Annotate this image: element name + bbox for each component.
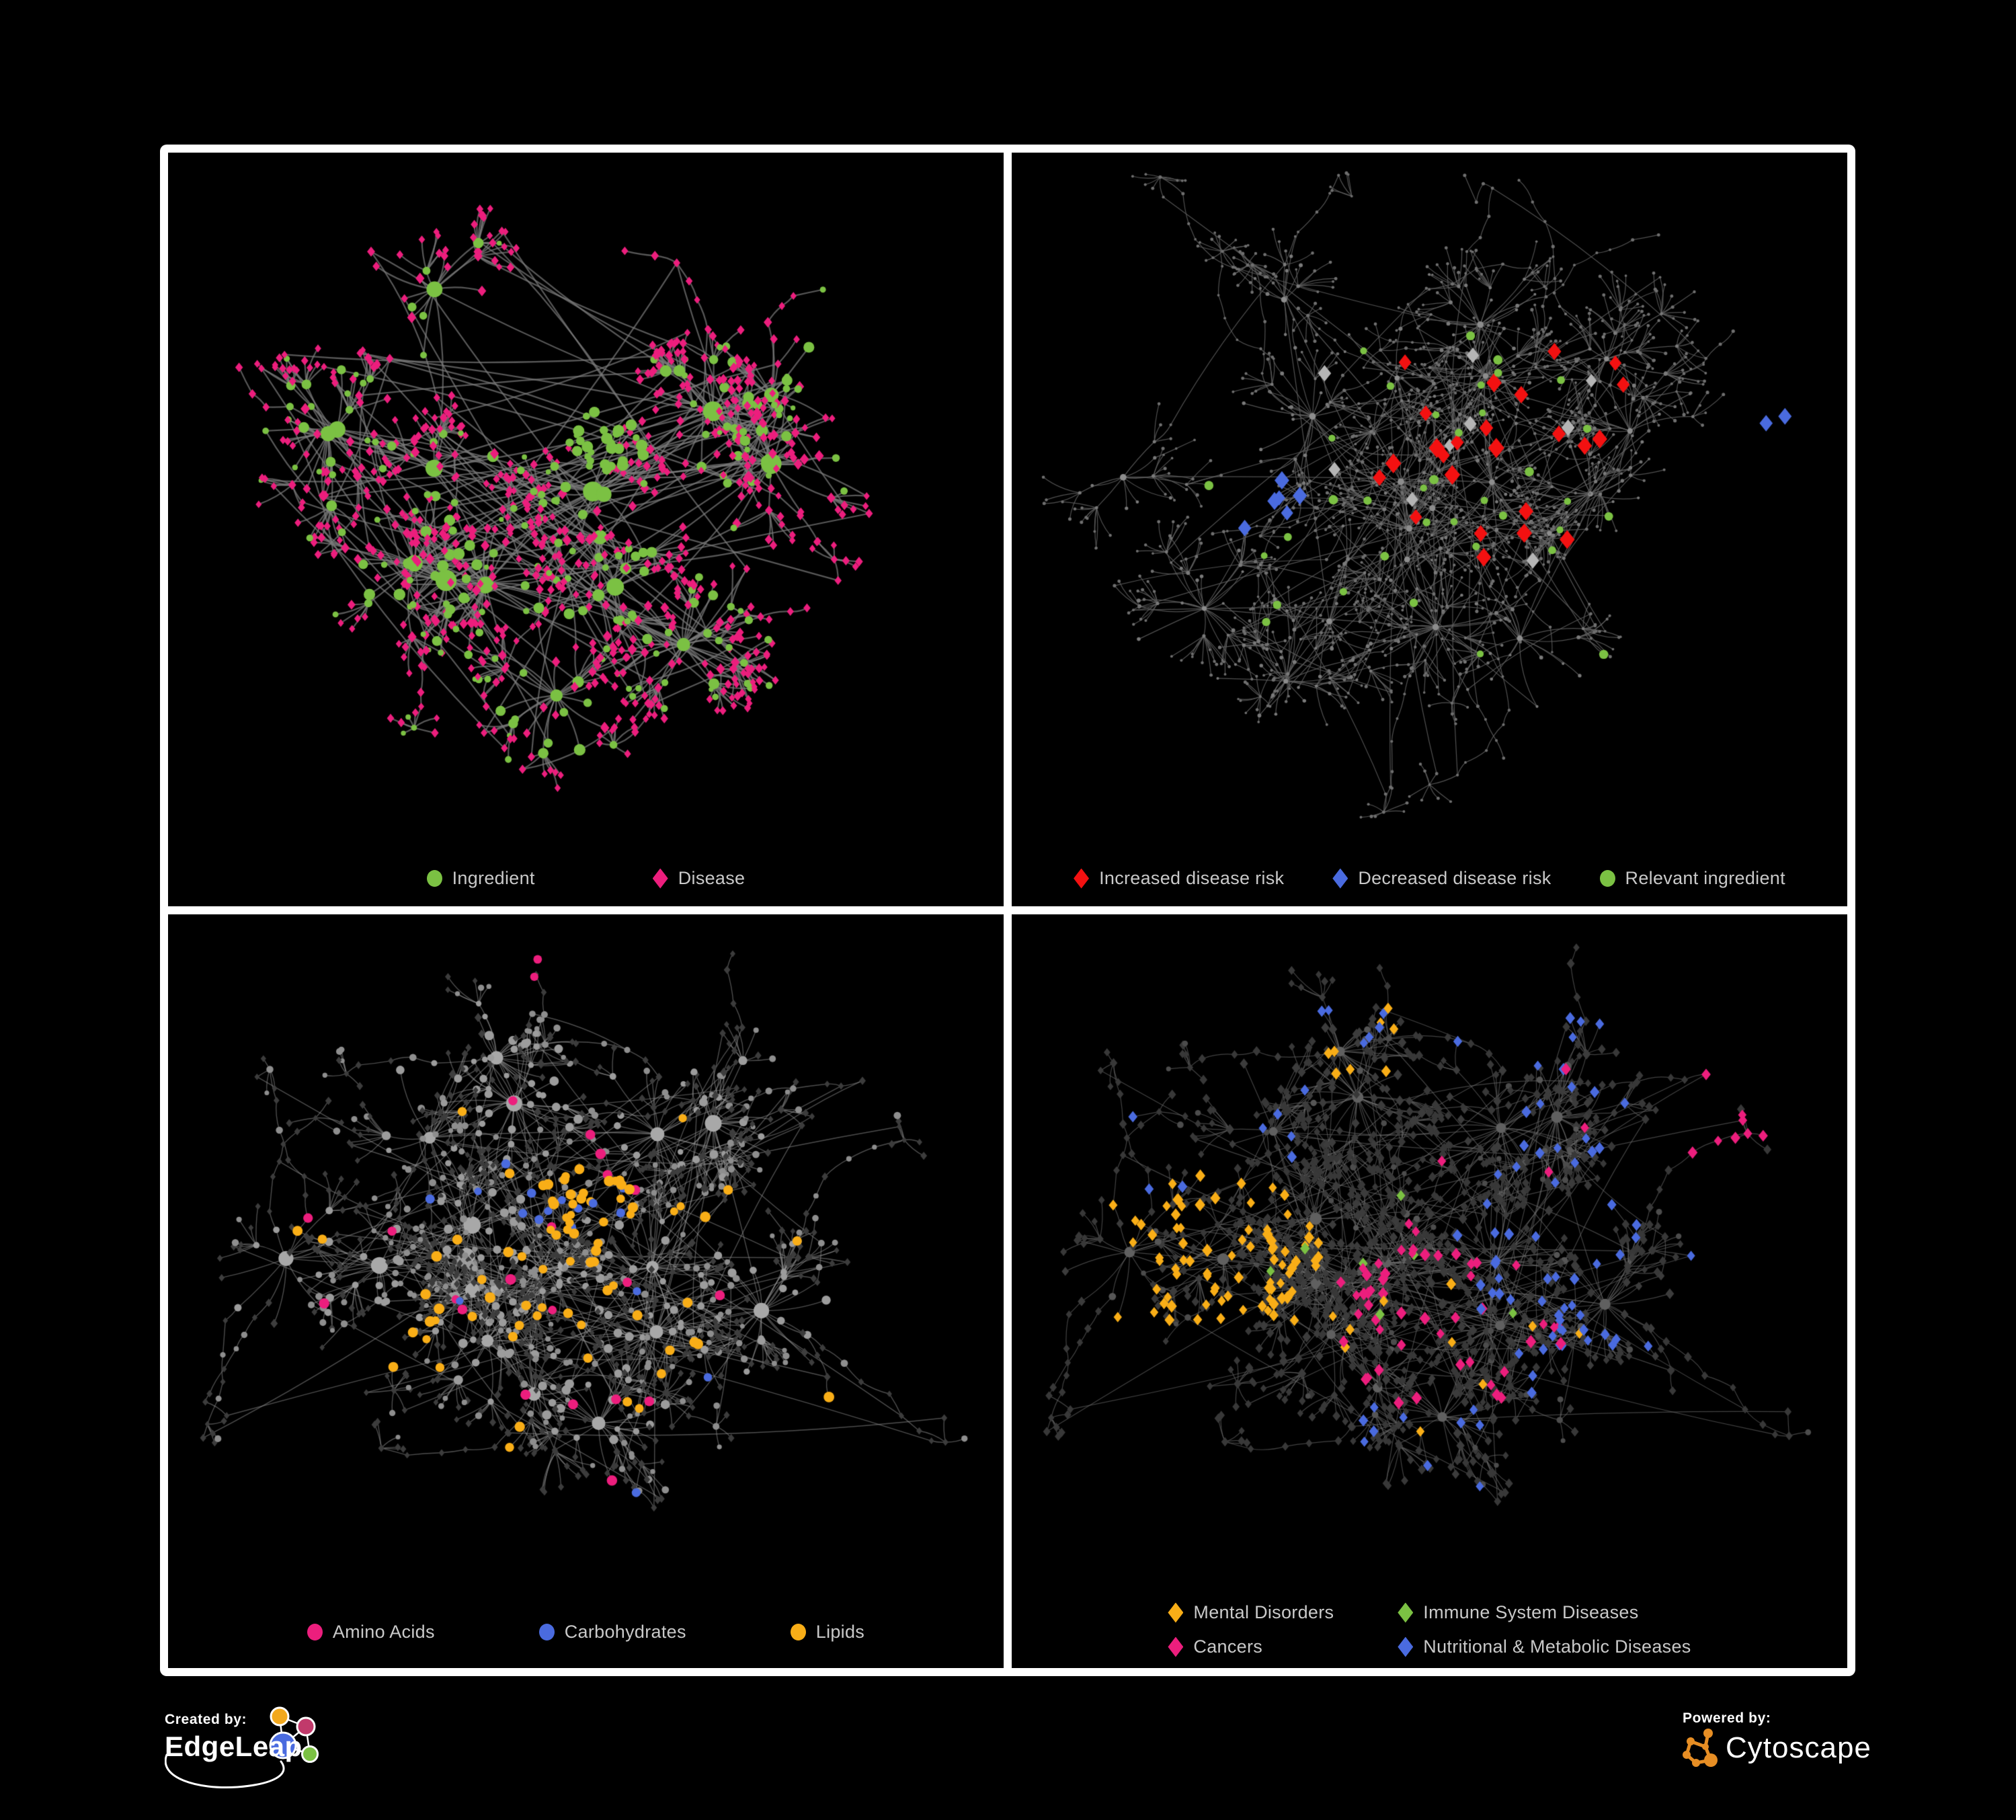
legend-label: Mental Disorders [1193, 1602, 1334, 1622]
disease-risk-network-graph [1012, 153, 1847, 906]
created-by-label: Created by: [165, 1712, 247, 1727]
diamond-swatch-icon [1332, 868, 1348, 889]
legend-label: Increased disease risk [1099, 868, 1285, 888]
cytoscape-logo-icon [1683, 1729, 1718, 1767]
legend-item: Lipids [790, 1622, 865, 1643]
legend-label: Disease [678, 868, 745, 888]
legend-label: Amino Acids [332, 1622, 435, 1642]
legend-label: Decreased disease risk [1358, 868, 1551, 888]
ingredient-disease-network-graph [168, 153, 1004, 906]
diamond-swatch-icon [1168, 1636, 1184, 1657]
nutrient-classes-network-graph [168, 914, 1004, 1668]
powered-by-label: Powered by: [1683, 1710, 1771, 1726]
legend-label: Carbohydrates [564, 1622, 686, 1642]
circle-swatch-icon [307, 1624, 323, 1640]
panel-nutrient-classes: Amino Acids Carbohydrates Lipids [168, 914, 1004, 1668]
circle-swatch-icon [426, 870, 442, 887]
legend-item: Nutritional & Metabolic Diseases [1398, 1636, 1691, 1657]
legend: Increased disease risk Decreased disease … [1012, 868, 1847, 889]
cytoscape-credit: Powered by: [1683, 1710, 1898, 1788]
legend-label: Ingredient [452, 868, 535, 888]
disease-categories-network-graph [1012, 914, 1847, 1668]
panel-disease-categories: Mental Disorders Immune System Diseases Ca… [1012, 914, 1847, 1668]
edgeleap-credit: Created by: EdgeLeap [165, 1706, 373, 1803]
legend-item: Carbohydrates [538, 1622, 686, 1643]
diamond-swatch-icon [1398, 1636, 1414, 1657]
legend-item: Disease [652, 868, 745, 889]
legend-item: Mental Disorders [1168, 1602, 1334, 1623]
legend: Amino Acids Carbohydrates Lipids [168, 1622, 1004, 1643]
legend-label: Lipids [815, 1622, 865, 1642]
diamond-swatch-icon [1168, 1602, 1184, 1623]
circle-swatch-icon [1599, 870, 1615, 887]
edgeleap-wordmark: EdgeLeap [165, 1731, 303, 1762]
panel-disease-risk: Increased disease risk Decreased disease … [1012, 153, 1847, 906]
panels-frame: Ingredient Disease Increased disease risk… [160, 145, 1855, 1676]
legend-item: Relevant ingredient [1599, 868, 1785, 889]
legend-label: Immune System Diseases [1423, 1602, 1639, 1622]
diamond-swatch-icon [652, 868, 668, 889]
legend-item: Ingredient [426, 868, 535, 889]
legend-label: Nutritional & Metabolic Diseases [1423, 1636, 1691, 1657]
cytoscape-wordmark: Cytoscape [1726, 1731, 1871, 1764]
legend: Ingredient Disease [168, 868, 1004, 889]
circle-swatch-icon [790, 1624, 806, 1640]
legend-item: Immune System Diseases [1398, 1602, 1691, 1623]
diamond-swatch-icon [1398, 1602, 1414, 1623]
legend-item: Decreased disease risk [1332, 868, 1551, 889]
legend: Mental Disorders Immune System Diseases Ca… [1012, 1602, 1847, 1657]
legend-item: Increased disease risk [1074, 868, 1284, 889]
legend-label: Cancers [1193, 1636, 1263, 1657]
diamond-swatch-icon [1074, 868, 1090, 889]
edgeleap-logo-icon [165, 1706, 319, 1789]
panel-ingredient-disease: Ingredient Disease [168, 153, 1004, 906]
legend-item: Amino Acids [307, 1622, 435, 1643]
legend-label: Relevant ingredient [1625, 868, 1785, 888]
circle-swatch-icon [538, 1624, 555, 1640]
legend-item: Cancers [1168, 1636, 1334, 1657]
